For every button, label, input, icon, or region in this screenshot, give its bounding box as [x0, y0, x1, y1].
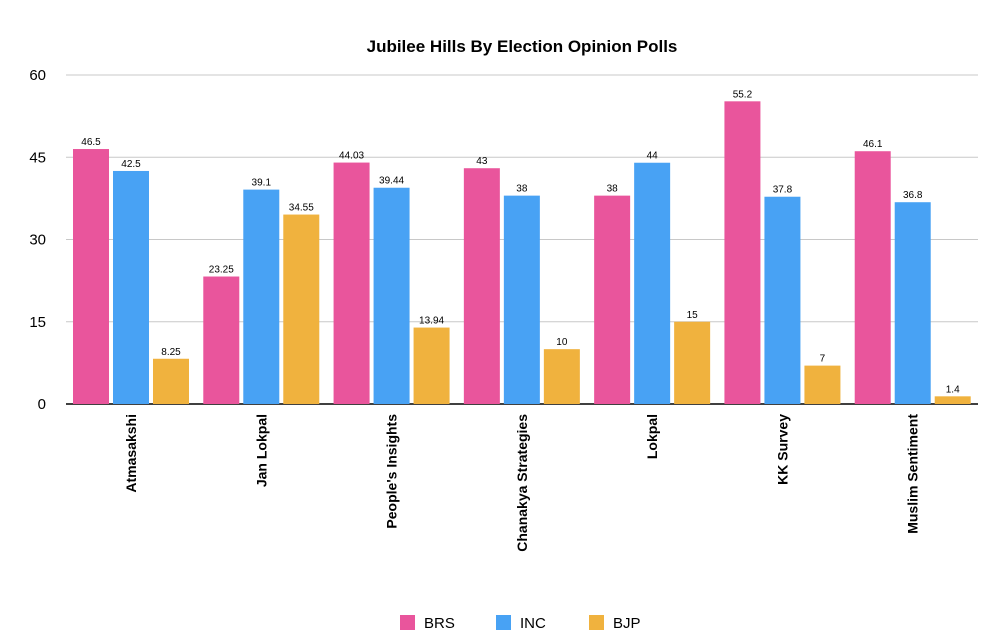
bar-inc-people-s-insights — [373, 187, 410, 404]
chart-title: Jubilee Hills By Election Opinion Polls — [367, 37, 678, 56]
bar-inc-jan-lokpal — [243, 189, 280, 404]
y-axis-ticks: 0 15 30 45 60 — [29, 67, 46, 413]
y-tick-label: 30 — [29, 232, 46, 249]
bars — [73, 101, 971, 404]
legend-label-brs: BRS — [424, 615, 455, 632]
data-labels: 46.5 42.5 8.25 23.25 39.1 34.55 44.03 39.44 13.9… — [81, 89, 960, 395]
bar-bjp-kk-survey — [804, 365, 841, 404]
bar-inc-muslim-sentiment — [894, 202, 931, 404]
y-tick-label: 45 — [29, 149, 46, 166]
data-label: 39.1 — [252, 178, 272, 189]
data-label: 13.94 — [419, 316, 444, 327]
legend-label-inc: INC — [520, 615, 546, 632]
data-label: 7 — [820, 354, 826, 365]
bar-bjp-chanakya-strategies — [543, 349, 580, 404]
data-label: 43 — [476, 156, 488, 167]
legend: BRS INC BJP — [400, 615, 641, 632]
data-label: 39.44 — [379, 176, 404, 187]
bar-bjp-jan-lokpal — [283, 214, 320, 404]
x-tick-label: People's Insights — [384, 414, 400, 529]
x-tick-label: Atmasakshi — [123, 414, 139, 493]
bar-inc-kk-survey — [764, 196, 801, 404]
data-label: 42.5 — [121, 159, 141, 170]
data-label: 34.55 — [289, 203, 314, 214]
bar-brs-atmasakshi — [73, 149, 109, 404]
data-label: 55.2 — [733, 89, 753, 100]
x-tick-label: KK Survey — [774, 414, 790, 485]
bar-inc-chanakya-strategies — [503, 195, 540, 404]
bar-inc-lokpal — [634, 162, 671, 404]
bar-bjp-lokpal — [674, 321, 711, 404]
bar-brs-muslim-sentiment — [854, 151, 891, 404]
data-label: 8.25 — [161, 347, 181, 358]
bar-brs-kk-survey — [724, 101, 761, 404]
y-tick-label: 15 — [29, 314, 46, 331]
data-label: 38 — [607, 184, 619, 195]
x-tick-label: Lokpal — [644, 414, 660, 459]
y-tick-label: 60 — [29, 67, 46, 84]
bar-brs-lokpal — [594, 195, 631, 404]
data-label: 46.5 — [81, 137, 101, 148]
data-label: 10 — [556, 337, 568, 348]
legend-swatch-inc — [496, 615, 511, 630]
bar-bjp-people-s-insights — [413, 327, 450, 404]
legend-label-bjp: BJP — [613, 615, 641, 632]
data-label: 15 — [687, 310, 699, 321]
bar-bjp-atmasakshi — [153, 358, 189, 404]
data-label: 44 — [647, 151, 659, 162]
legend-swatch-brs — [400, 615, 415, 630]
bar-brs-jan-lokpal — [203, 276, 240, 404]
x-axis-ticks: Atmasakshi Jan Lokpal People's Insights Cha… — [123, 414, 921, 552]
x-tick-label: Muslim Sentiment — [905, 414, 921, 534]
data-label: 37.8 — [773, 185, 793, 196]
data-label: 46.1 — [863, 139, 883, 150]
data-label: 44.03 — [339, 151, 364, 162]
y-tick-label: 0 — [38, 396, 46, 413]
bar-brs-people-s-insights — [333, 162, 370, 404]
data-label: 36.8 — [903, 190, 923, 201]
data-label: 38 — [516, 184, 528, 195]
bar-bjp-muslim-sentiment — [934, 396, 971, 404]
legend-swatch-bjp — [589, 615, 604, 630]
x-tick-label: Chanakya Strategies — [514, 414, 530, 552]
bar-inc-atmasakshi — [113, 170, 149, 404]
data-label: 23.25 — [209, 265, 234, 276]
data-label: 1.4 — [946, 384, 960, 395]
bar-brs-chanakya-strategies — [463, 168, 500, 404]
x-tick-label: Jan Lokpal — [253, 414, 269, 487]
